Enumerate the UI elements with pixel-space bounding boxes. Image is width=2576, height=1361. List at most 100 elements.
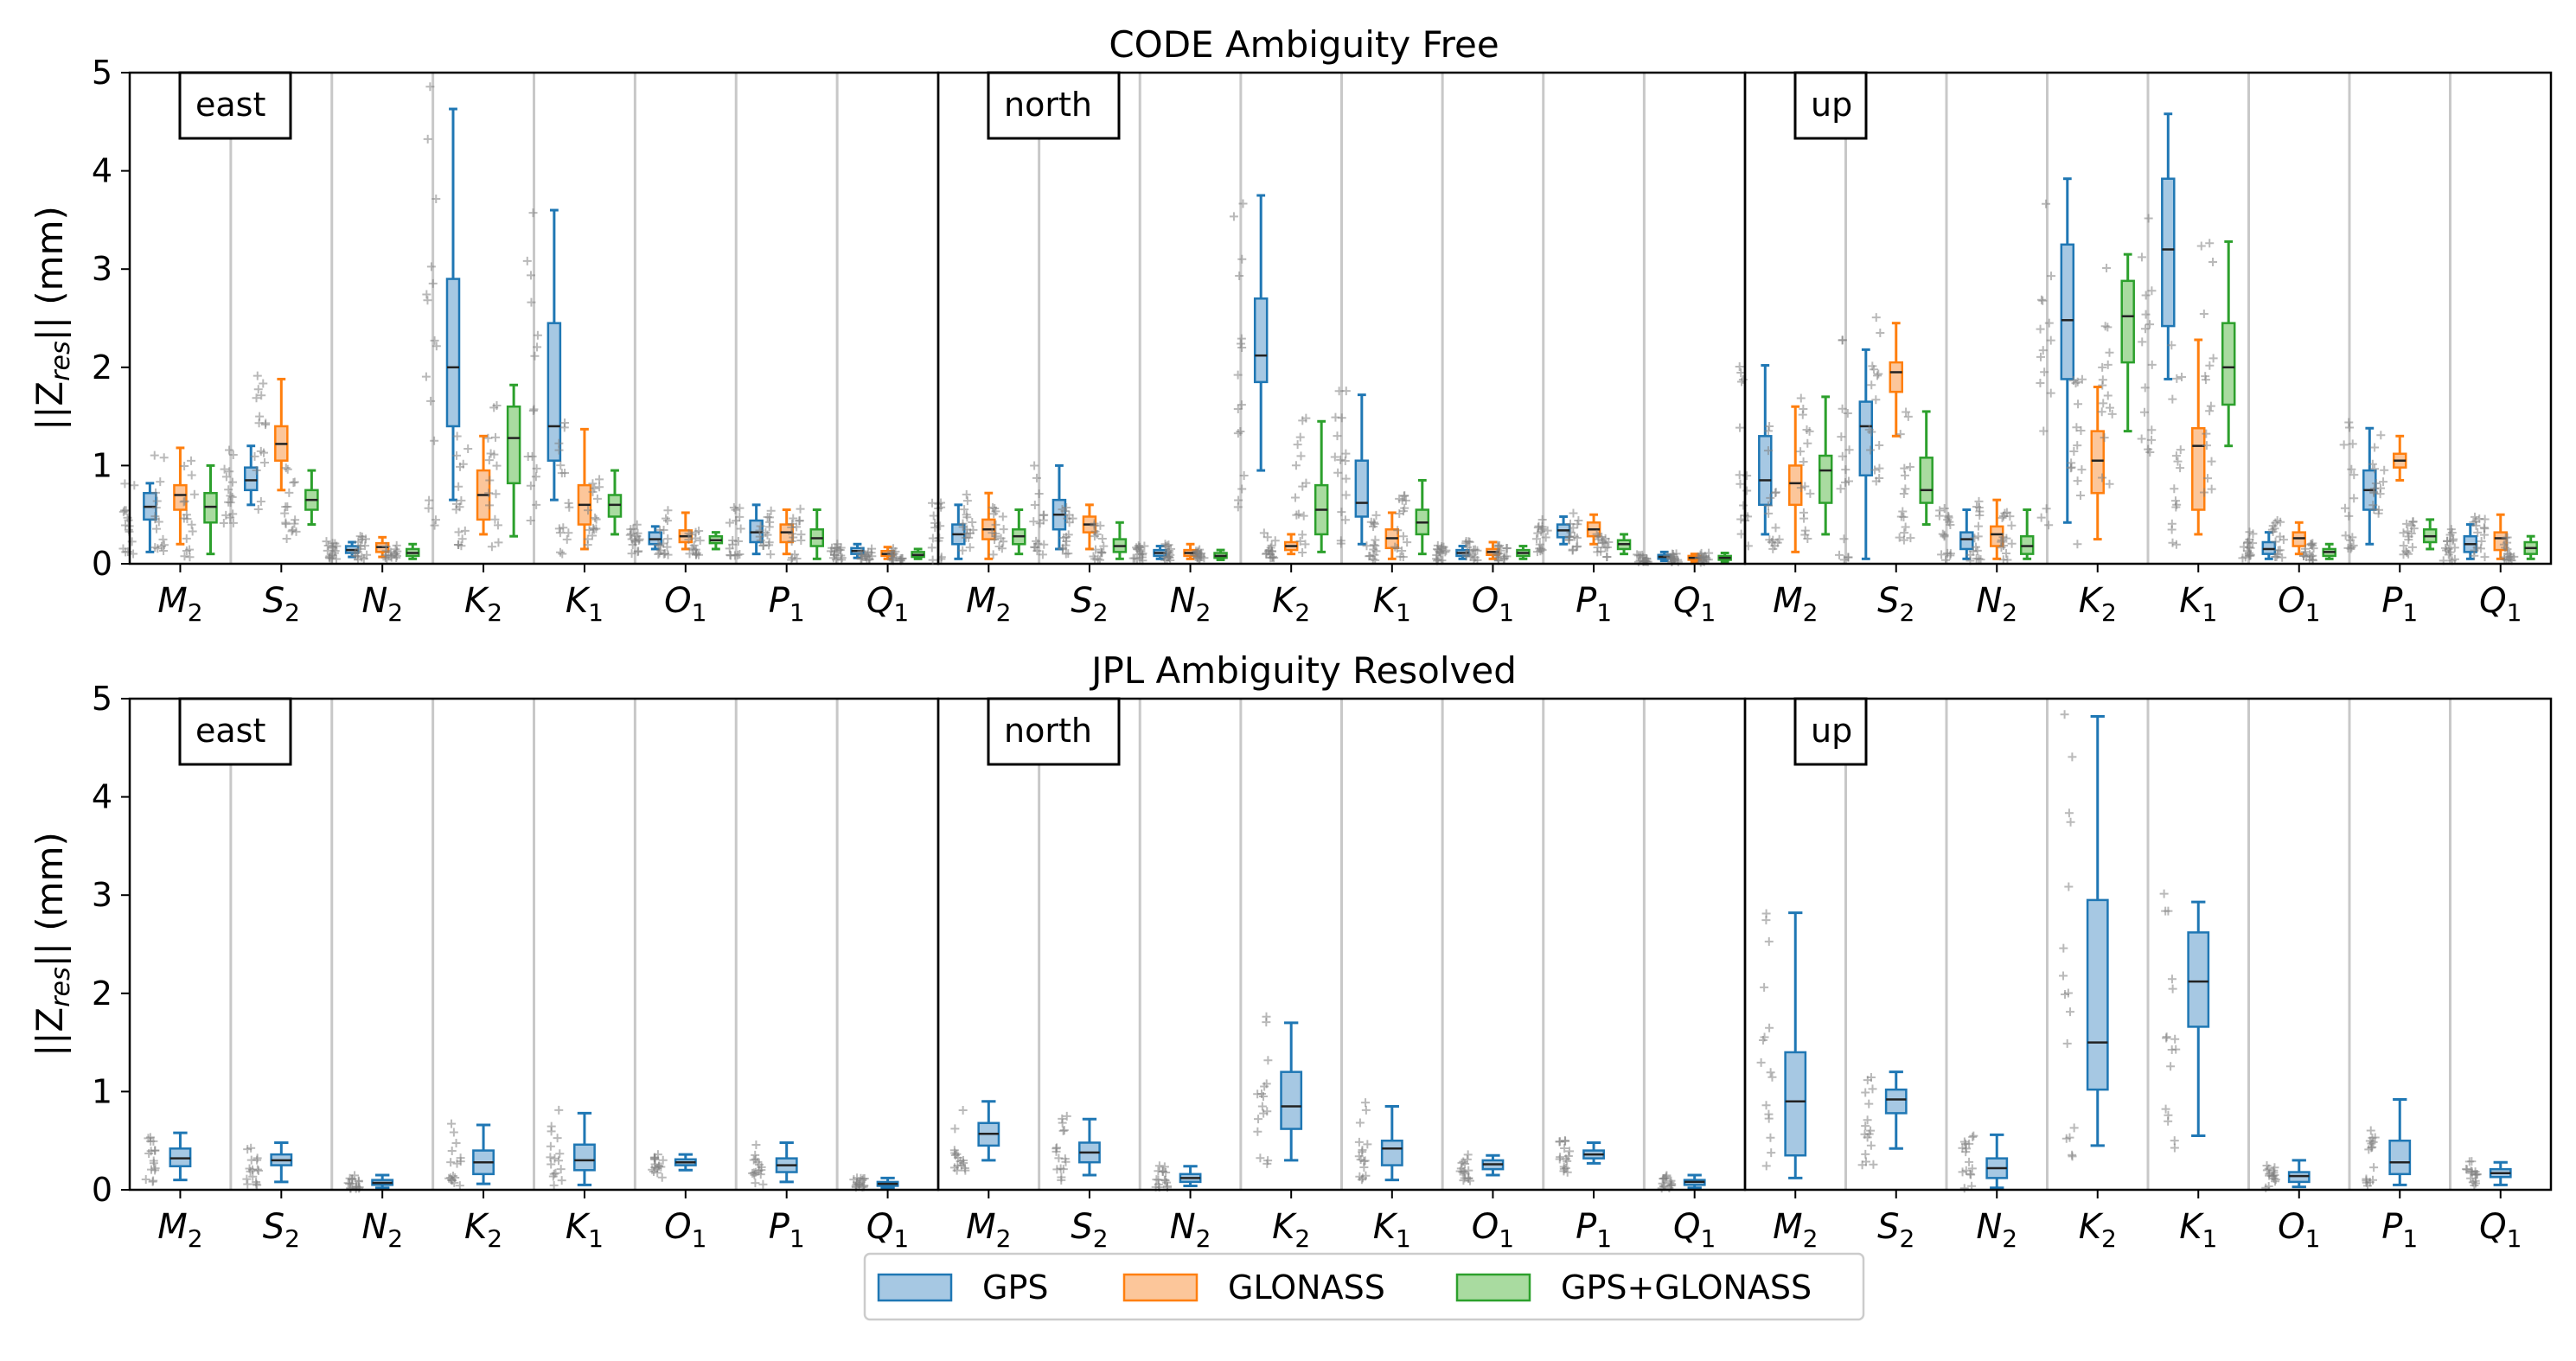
box-GPS-M2	[927, 498, 966, 565]
x-tick-label-M2: M2	[966, 581, 1011, 627]
data-point	[655, 525, 665, 534]
data-point	[182, 534, 191, 543]
data-point	[2167, 341, 2176, 350]
x-tick-label-K2: K2	[2079, 581, 2117, 627]
data-point	[451, 505, 461, 514]
data-point	[557, 1176, 566, 1185]
x-tick-label-M2: M2	[966, 1207, 1011, 1253]
box-GPS-M2	[118, 479, 157, 559]
data-point	[1594, 532, 1603, 541]
data-point	[449, 1128, 458, 1137]
data-point	[1340, 515, 1350, 525]
data-point	[246, 1155, 256, 1165]
box-GPS-O1	[1432, 540, 1470, 565]
data-point	[1763, 501, 1773, 510]
box-GLONASS-M2	[1763, 405, 1803, 553]
data-point	[1665, 1183, 1674, 1192]
box-GPS+GLONASS-P1	[1592, 529, 1632, 562]
data-point	[452, 450, 462, 460]
data-point	[1864, 1099, 1874, 1109]
data-point	[1857, 1160, 1867, 1170]
data-point	[547, 1127, 556, 1136]
data-point	[1864, 1129, 1874, 1139]
box-iqr	[2161, 177, 2176, 328]
data-point	[187, 520, 196, 529]
data-point	[2347, 464, 2356, 474]
data-point	[1563, 1152, 1573, 1161]
data-point	[2199, 488, 2208, 497]
data-point	[452, 431, 462, 441]
data-point	[1499, 552, 1509, 561]
data-point	[1371, 541, 1380, 551]
data-point	[1493, 542, 1503, 552]
data-point	[728, 540, 738, 549]
data-point	[788, 553, 797, 563]
data-point	[1735, 470, 1744, 480]
data-point	[490, 514, 500, 524]
data-point	[1900, 528, 1909, 538]
data-point	[253, 504, 263, 514]
data-point	[252, 1178, 261, 1186]
x-tick-label-N2: N2	[1170, 581, 1211, 627]
data-point	[2098, 380, 2107, 390]
data-point	[591, 513, 600, 522]
box-GLONASS-P1	[2368, 431, 2407, 518]
data-point	[1761, 909, 1771, 918]
x-tick-label-S2: S2	[1071, 1207, 1108, 1253]
data-point	[2340, 503, 2349, 513]
data-point	[152, 524, 162, 534]
data-point	[2073, 540, 2082, 549]
data-point	[2036, 352, 2045, 361]
data-point	[1537, 515, 1547, 525]
data-point	[158, 534, 168, 544]
panel-frame	[1743, 697, 2553, 1192]
data-point	[1358, 1147, 1367, 1157]
data-point	[2402, 519, 2412, 528]
box-iqr	[506, 405, 521, 485]
data-point	[188, 527, 197, 536]
data-point	[2501, 533, 2510, 542]
data-point	[1154, 1161, 1164, 1171]
data-point	[1262, 1018, 1271, 1027]
data-point	[1263, 1056, 1273, 1065]
data-point	[1803, 534, 1812, 543]
data-point	[929, 511, 938, 521]
box-GPS+GLONASS-N2	[1189, 545, 1228, 565]
data-point	[532, 500, 541, 509]
data-point	[888, 554, 898, 564]
data-point	[1298, 530, 1307, 540]
data-point	[1903, 412, 1913, 421]
data-point	[1665, 1178, 1675, 1187]
data-point	[549, 1169, 559, 1179]
data-point	[758, 541, 768, 551]
data-point	[280, 508, 290, 518]
data-point	[632, 520, 642, 529]
data-point	[2172, 500, 2182, 509]
data-point	[392, 540, 401, 550]
data-point	[1237, 342, 1247, 352]
data-point	[1697, 548, 1706, 558]
data-point	[2168, 394, 2177, 404]
data-point	[527, 451, 537, 461]
data-point	[1768, 544, 1778, 553]
data-point	[1341, 387, 1351, 396]
data-point	[426, 262, 436, 272]
data-point	[864, 547, 873, 557]
box-GLONASS-K1	[1362, 510, 1400, 565]
data-point	[2349, 540, 2358, 550]
data-point	[991, 520, 1000, 529]
data-point	[2245, 527, 2254, 537]
data-point	[456, 1153, 465, 1163]
data-point	[787, 537, 796, 546]
data-point	[2272, 515, 2282, 525]
data-point	[2069, 1123, 2079, 1133]
data-point	[489, 450, 499, 459]
data-point	[856, 550, 866, 559]
data-point	[2105, 479, 2114, 489]
box-GPS-P1	[2362, 1097, 2412, 1191]
data-point	[751, 1150, 760, 1160]
data-point	[159, 453, 169, 463]
data-point	[447, 1119, 457, 1128]
legend-swatch	[1455, 1273, 1531, 1302]
data-point	[891, 546, 900, 556]
